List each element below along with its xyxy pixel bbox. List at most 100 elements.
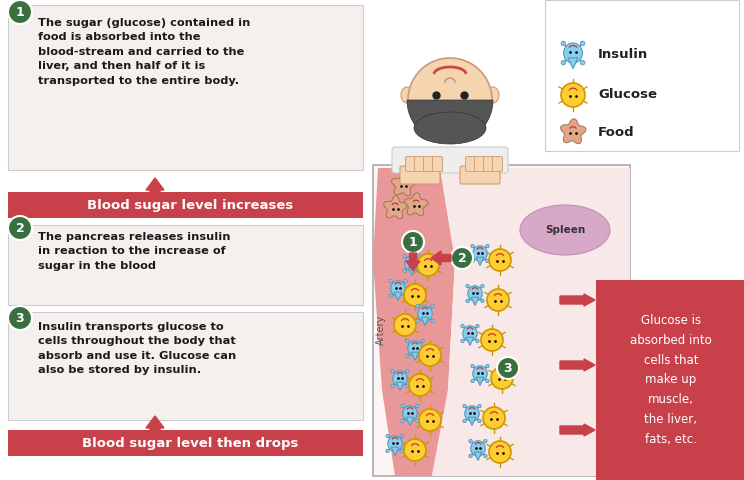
- FancyBboxPatch shape: [432, 156, 443, 171]
- Circle shape: [416, 419, 419, 422]
- Text: 1: 1: [408, 236, 417, 249]
- FancyBboxPatch shape: [423, 156, 434, 171]
- Polygon shape: [421, 317, 429, 325]
- FancyBboxPatch shape: [596, 280, 744, 480]
- FancyArrow shape: [431, 251, 451, 265]
- Text: 1: 1: [16, 5, 25, 19]
- FancyBboxPatch shape: [484, 156, 493, 171]
- Circle shape: [483, 407, 505, 429]
- FancyBboxPatch shape: [392, 147, 508, 173]
- Circle shape: [486, 364, 489, 368]
- FancyArrow shape: [560, 424, 595, 436]
- Ellipse shape: [468, 286, 482, 301]
- Circle shape: [391, 384, 394, 388]
- FancyArrow shape: [560, 294, 595, 306]
- Circle shape: [561, 83, 585, 107]
- Circle shape: [419, 409, 441, 431]
- Polygon shape: [373, 168, 455, 476]
- Circle shape: [478, 404, 481, 408]
- Polygon shape: [411, 352, 419, 360]
- Ellipse shape: [417, 306, 432, 321]
- Text: Blood sugar level then drops: Blood sugar level then drops: [82, 436, 298, 449]
- Circle shape: [484, 454, 487, 457]
- FancyBboxPatch shape: [493, 156, 502, 171]
- Circle shape: [463, 419, 466, 422]
- Ellipse shape: [408, 341, 423, 356]
- Ellipse shape: [472, 246, 487, 261]
- Polygon shape: [407, 100, 493, 143]
- Polygon shape: [406, 417, 414, 425]
- FancyBboxPatch shape: [475, 156, 484, 171]
- Circle shape: [401, 404, 404, 408]
- Circle shape: [404, 439, 426, 461]
- Polygon shape: [384, 196, 407, 219]
- Polygon shape: [476, 257, 484, 265]
- Text: Artery: Artery: [376, 315, 386, 345]
- Circle shape: [404, 279, 407, 283]
- Circle shape: [486, 244, 489, 248]
- Polygon shape: [432, 168, 630, 476]
- Circle shape: [431, 319, 434, 323]
- Ellipse shape: [401, 87, 413, 103]
- Circle shape: [469, 454, 472, 457]
- Circle shape: [405, 384, 409, 388]
- Circle shape: [475, 339, 479, 343]
- Text: Insulin: Insulin: [598, 48, 648, 61]
- Circle shape: [580, 60, 585, 65]
- Circle shape: [580, 41, 585, 46]
- FancyBboxPatch shape: [8, 430, 363, 456]
- Circle shape: [406, 339, 409, 343]
- Circle shape: [417, 254, 439, 276]
- Ellipse shape: [414, 112, 486, 144]
- FancyBboxPatch shape: [405, 156, 415, 171]
- Circle shape: [394, 314, 416, 336]
- Circle shape: [481, 284, 484, 288]
- Polygon shape: [568, 58, 578, 69]
- Circle shape: [403, 269, 406, 273]
- FancyBboxPatch shape: [8, 192, 363, 218]
- Circle shape: [420, 354, 424, 358]
- FancyArrow shape: [146, 178, 164, 192]
- Text: 3: 3: [504, 361, 513, 374]
- Circle shape: [401, 419, 404, 422]
- Ellipse shape: [393, 371, 407, 386]
- Ellipse shape: [520, 205, 610, 255]
- Ellipse shape: [405, 256, 420, 271]
- Circle shape: [406, 354, 409, 358]
- Circle shape: [8, 216, 32, 240]
- Circle shape: [461, 324, 464, 328]
- Polygon shape: [474, 452, 482, 460]
- Circle shape: [419, 344, 441, 366]
- Circle shape: [471, 364, 474, 368]
- Circle shape: [8, 0, 32, 24]
- Circle shape: [466, 284, 469, 288]
- Polygon shape: [391, 173, 415, 196]
- Circle shape: [451, 247, 473, 269]
- Text: 2: 2: [16, 221, 25, 235]
- Polygon shape: [561, 119, 586, 144]
- Text: Blood sugar level increases: Blood sugar level increases: [87, 199, 293, 212]
- Circle shape: [405, 370, 409, 373]
- Circle shape: [401, 434, 404, 438]
- Polygon shape: [471, 297, 479, 305]
- Polygon shape: [466, 337, 474, 346]
- FancyArrow shape: [406, 253, 420, 271]
- Circle shape: [409, 374, 431, 396]
- Ellipse shape: [403, 406, 417, 421]
- Ellipse shape: [471, 441, 485, 456]
- Ellipse shape: [465, 406, 479, 421]
- Circle shape: [386, 434, 389, 438]
- Circle shape: [561, 41, 565, 46]
- Circle shape: [8, 306, 32, 330]
- Polygon shape: [408, 267, 416, 276]
- Circle shape: [489, 441, 511, 463]
- Circle shape: [431, 304, 434, 308]
- Polygon shape: [397, 382, 404, 391]
- Polygon shape: [468, 417, 476, 425]
- FancyBboxPatch shape: [373, 165, 630, 476]
- Text: Food: Food: [598, 125, 635, 139]
- Text: Insulin transports glucose to
cells throughout the body that
absorb and use it. : Insulin transports glucose to cells thro…: [38, 322, 237, 375]
- Circle shape: [478, 419, 481, 422]
- Circle shape: [417, 269, 421, 273]
- Text: 3: 3: [16, 312, 25, 324]
